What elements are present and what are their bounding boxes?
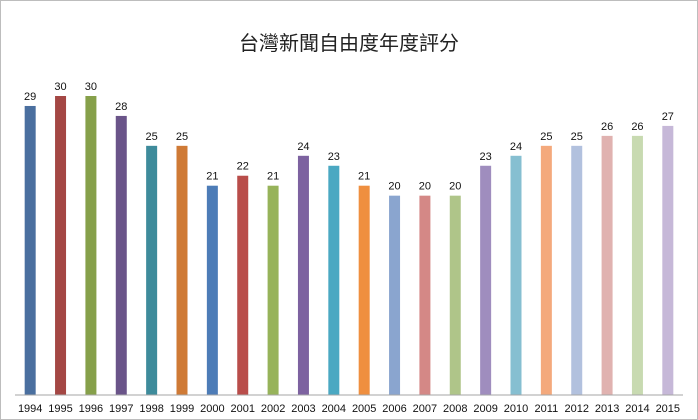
x-tick-label-2003: 2003 xyxy=(291,403,315,415)
data-label-2014: 26 xyxy=(631,121,643,133)
x-tick-label-1998: 1998 xyxy=(139,403,163,415)
x-tick-label-2004: 2004 xyxy=(322,403,346,415)
bar-1998 xyxy=(146,145,158,395)
bar-1996 xyxy=(85,96,97,395)
data-label-2009: 23 xyxy=(480,151,492,163)
x-tick-label-1996: 1996 xyxy=(79,403,103,415)
x-tick-label-2013: 2013 xyxy=(595,403,619,415)
data-label-2000: 21 xyxy=(206,171,218,183)
x-tick-label-2012: 2012 xyxy=(564,403,588,415)
bar-1999 xyxy=(176,145,188,395)
data-label-2010: 24 xyxy=(510,141,522,153)
x-tick-label-1999: 1999 xyxy=(170,403,194,415)
data-label-2015: 27 xyxy=(662,111,674,123)
data-label-1996: 30 xyxy=(85,81,97,93)
bar-2007 xyxy=(419,195,431,395)
x-tick-label-2001: 2001 xyxy=(230,403,254,415)
data-label-1998: 25 xyxy=(146,131,158,143)
bar-1994 xyxy=(24,105,36,395)
bar-2004 xyxy=(328,165,340,395)
x-tick-label-2010: 2010 xyxy=(504,403,528,415)
bar-1995 xyxy=(55,96,67,395)
data-label-2006: 20 xyxy=(388,181,400,193)
bar-2006 xyxy=(389,195,401,395)
bar-2008 xyxy=(449,195,461,395)
x-tick-label-2008: 2008 xyxy=(443,403,467,415)
bar-2011 xyxy=(540,145,552,395)
data-label-1999: 25 xyxy=(176,131,188,143)
x-tick-label-2014: 2014 xyxy=(625,403,649,415)
x-tick-label-1995: 1995 xyxy=(48,403,72,415)
bar-2001 xyxy=(237,175,249,395)
x-tick-label-2015: 2015 xyxy=(656,403,680,415)
x-tick-label-2002: 2002 xyxy=(261,403,285,415)
data-label-2003: 24 xyxy=(297,141,309,153)
data-label-1997: 28 xyxy=(115,101,127,113)
data-label-2007: 20 xyxy=(419,181,431,193)
data-label-2013: 26 xyxy=(601,121,613,133)
data-label-2004: 23 xyxy=(328,151,340,163)
bar-2000 xyxy=(206,185,218,395)
data-label-2001: 22 xyxy=(237,161,249,173)
x-tick-label-1994: 1994 xyxy=(18,403,42,415)
data-label-1994: 29 xyxy=(24,91,36,103)
x-tick-label-2007: 2007 xyxy=(413,403,437,415)
bar-2014 xyxy=(631,135,643,395)
bar-2013 xyxy=(601,135,613,395)
data-labels-group: 29 30 30 28 25 25 21 22 21 24 23 21 20 20 20 23 24 25 25 26… xyxy=(24,81,674,193)
x-tick-label-2011: 2011 xyxy=(535,403,559,415)
bar-2015 xyxy=(662,125,674,396)
bar-2005 xyxy=(358,185,370,395)
bar-2003 xyxy=(297,155,309,395)
chart-title: 台灣新聞自由度年度評分 xyxy=(239,31,459,55)
bar-2009 xyxy=(480,165,492,395)
bar-1997 xyxy=(115,115,127,396)
bar-2010 xyxy=(510,155,522,395)
x-tick-label-2000: 2000 xyxy=(200,403,224,415)
x-tick-label-2009: 2009 xyxy=(473,403,497,415)
data-label-2008: 20 xyxy=(449,181,461,193)
bars-group xyxy=(24,96,674,396)
data-label-2011: 25 xyxy=(540,131,552,143)
x-tick-label-2006: 2006 xyxy=(382,403,406,415)
x-tick-labels-group: 1994 1995 1996 1997 1998 1999 2000 2001 2002 2003… xyxy=(18,403,680,415)
data-label-2002: 21 xyxy=(267,171,279,183)
data-label-2005: 21 xyxy=(358,171,370,183)
data-label-2012: 25 xyxy=(571,131,583,143)
bar-2012 xyxy=(571,145,583,395)
x-tick-label-1997: 1997 xyxy=(109,403,133,415)
data-label-1995: 30 xyxy=(54,81,66,93)
x-tick-label-2005: 2005 xyxy=(352,403,376,415)
bar-2002 xyxy=(267,185,279,395)
